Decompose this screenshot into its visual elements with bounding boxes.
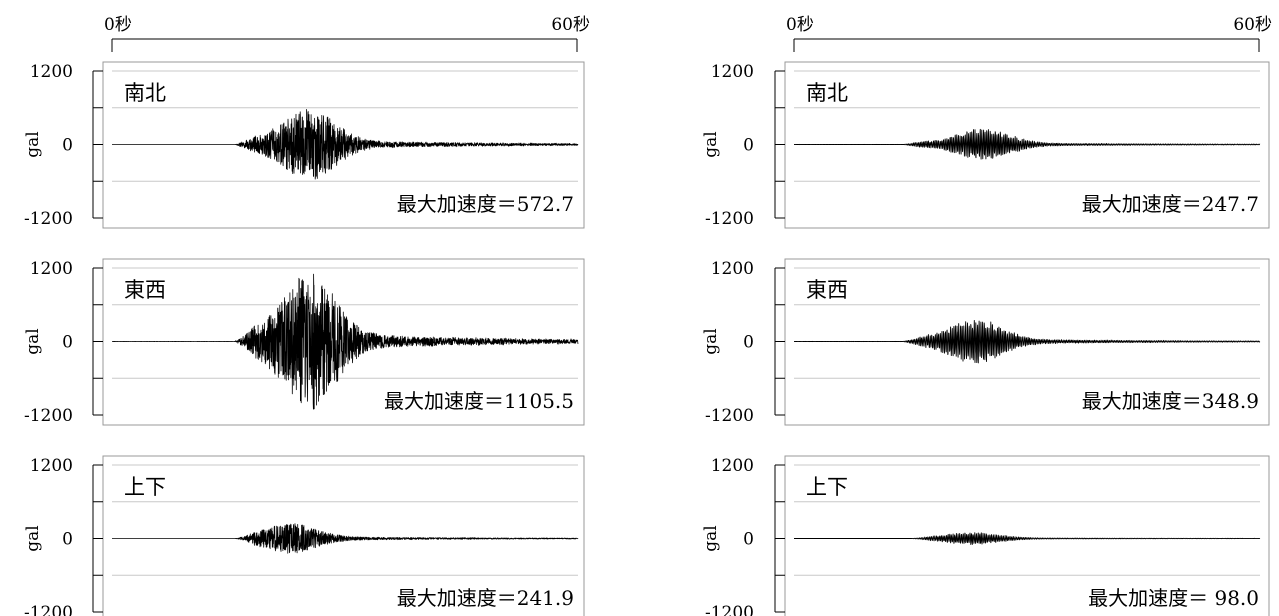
time-end-label: 60秒 — [551, 15, 590, 35]
peak-acceleration-label: 最大加速度＝ 98.0 — [1088, 586, 1259, 610]
y-tick-label: -1200 — [705, 406, 754, 426]
component-title: 南北 — [124, 81, 166, 105]
y-tick-label: 1200 — [711, 259, 754, 279]
peak-acceleration-label: 最大加速度＝247.7 — [1082, 192, 1259, 216]
y-axis-unit-label: gal — [701, 328, 721, 354]
y-tick-label: 0 — [743, 333, 754, 353]
acceleration-waveform — [111, 273, 579, 410]
peak-acceleration-label: 最大加速度＝1105.5 — [384, 389, 574, 413]
component-title: 南北 — [806, 81, 848, 105]
y-tick-label: 1200 — [30, 62, 73, 82]
y-tick-label: 0 — [62, 333, 73, 353]
y-tick-label: -1200 — [705, 603, 754, 616]
y-tick-label: 1200 — [30, 259, 73, 279]
y-axis-unit-label: gal — [701, 131, 721, 157]
acceleration-waveform — [793, 128, 1261, 160]
component-title: 東西 — [806, 278, 848, 302]
y-tick-label: 0 — [743, 530, 754, 550]
time-start-label: 0秒 — [104, 15, 132, 35]
acceleration-waveform — [111, 109, 579, 180]
y-axis-unit-label: gal — [23, 328, 43, 354]
y-tick-label: -1200 — [24, 209, 73, 229]
y-tick-label: 1200 — [711, 62, 754, 82]
acceleration-waveform — [111, 523, 579, 554]
y-axis-unit-label: gal — [701, 525, 721, 551]
time-end-label: 60秒 — [1233, 15, 1272, 35]
component-title: 上下 — [806, 475, 848, 499]
peak-acceleration-label: 最大加速度＝572.7 — [397, 192, 574, 216]
component-title: 東西 — [124, 278, 166, 302]
y-tick-label: 0 — [743, 136, 754, 156]
y-axis-unit-label: gal — [23, 131, 43, 157]
peak-acceleration-label: 最大加速度＝241.9 — [397, 586, 574, 610]
y-tick-label: -1200 — [24, 406, 73, 426]
y-tick-label: -1200 — [24, 603, 73, 616]
panel-frame — [784, 455, 1270, 616]
y-tick-label: -1200 — [705, 209, 754, 229]
peak-acceleration-label: 最大加速度＝348.9 — [1082, 389, 1259, 413]
time-start-label: 0秒 — [786, 15, 814, 35]
acceleration-waveform — [793, 319, 1261, 364]
component-title: 上下 — [124, 475, 166, 499]
acceleration-waveform — [793, 532, 1261, 545]
y-tick-label: 0 — [62, 136, 73, 156]
y-tick-label: 0 — [62, 530, 73, 550]
y-tick-label: 1200 — [30, 456, 73, 476]
y-axis-unit-label: gal — [23, 525, 43, 551]
y-tick-label: 1200 — [711, 456, 754, 476]
